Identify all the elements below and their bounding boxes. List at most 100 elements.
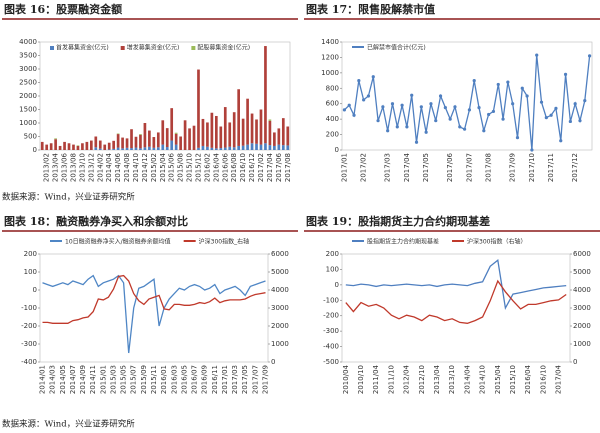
point bbox=[362, 98, 366, 102]
x-tick-label: 2015/11 bbox=[150, 365, 158, 394]
x-tick-label: 2015/10 bbox=[186, 153, 194, 182]
y-tick-label: 100 bbox=[24, 268, 37, 276]
point bbox=[390, 102, 395, 106]
x-tick-label: 2017/05 bbox=[422, 153, 430, 182]
legend-label: 配股募集资金(亿元) bbox=[197, 44, 250, 52]
x-tick-label: 2017/01 bbox=[340, 153, 348, 182]
x-tick-label: 2014/10 bbox=[479, 365, 487, 394]
bar bbox=[215, 148, 218, 150]
x-tick-label: 2017/06 bbox=[446, 152, 454, 182]
x-tick-label: 2015/03 bbox=[109, 365, 117, 394]
bar bbox=[40, 141, 44, 150]
y-tick-label: 2000 bbox=[19, 92, 37, 100]
y-tick-label: -400 bbox=[21, 358, 37, 366]
legend-label: 增发募集资金(亿元) bbox=[127, 44, 180, 52]
bar bbox=[121, 148, 124, 150]
y2-tick-label: 5000 bbox=[573, 268, 591, 276]
y2-tick-label: 6000 bbox=[573, 250, 591, 258]
line bbox=[345, 258, 567, 310]
point bbox=[491, 109, 496, 114]
point bbox=[539, 100, 544, 104]
x-tick-label: 2015/12 bbox=[194, 153, 202, 182]
bar bbox=[273, 145, 276, 150]
point bbox=[587, 54, 592, 58]
y-tick-label: 3500 bbox=[19, 52, 37, 60]
point bbox=[424, 130, 428, 134]
x-tick-label: 2017/09 bbox=[261, 365, 269, 394]
point bbox=[429, 102, 433, 106]
bar bbox=[174, 133, 178, 145]
y2-tick-label: 1000 bbox=[573, 340, 591, 348]
x-tick-label: 2017/04 bbox=[555, 364, 563, 394]
point bbox=[487, 112, 491, 117]
point bbox=[496, 82, 500, 87]
bar bbox=[197, 147, 200, 150]
line bbox=[42, 274, 266, 354]
legend-swatch bbox=[120, 46, 125, 50]
legend-swatch bbox=[50, 240, 62, 242]
x-tick-label: 2014/12 bbox=[141, 153, 149, 182]
legend-swatch bbox=[183, 240, 196, 242]
source-note: 数据来源：Wind，兴业证券研究所 bbox=[2, 192, 135, 203]
x-tick-label: 2015/05 bbox=[120, 365, 128, 394]
x-tick-label: 2017/09 bbox=[509, 153, 517, 182]
bar bbox=[250, 143, 254, 150]
x-tick-label: 2013/12 bbox=[87, 153, 95, 182]
x-tick-label: 2016/12 bbox=[248, 153, 256, 182]
bar bbox=[228, 146, 232, 150]
line bbox=[343, 55, 591, 151]
bar bbox=[255, 119, 258, 144]
line bbox=[345, 279, 567, 324]
x-tick-label: 2010/04 bbox=[342, 364, 350, 394]
y-tick-label: 0 bbox=[335, 146, 339, 154]
bar bbox=[90, 140, 93, 150]
bar bbox=[107, 142, 111, 150]
bar bbox=[210, 147, 214, 150]
chart-title: 图表 17：限售股解禁市值 bbox=[306, 2, 435, 16]
bar bbox=[139, 134, 142, 149]
legend-label: 沪深300指数（右轴） bbox=[467, 238, 526, 246]
x-tick-label: 2016/03 bbox=[170, 365, 178, 394]
x-tick-label: 2014/04 bbox=[463, 364, 471, 394]
bar bbox=[281, 145, 285, 150]
x-tick-label: 2014/08 bbox=[123, 153, 131, 182]
legend-label: 股指期货主力合约期现基差 bbox=[367, 238, 439, 246]
bar bbox=[286, 145, 290, 150]
legend-label: 10日融资融券净买入/融资融券余额均值 bbox=[65, 238, 171, 246]
bar bbox=[98, 140, 102, 149]
point bbox=[448, 117, 452, 121]
bar bbox=[116, 133, 120, 135]
point bbox=[371, 75, 375, 79]
bar bbox=[250, 113, 254, 144]
point bbox=[458, 125, 462, 129]
bar bbox=[161, 144, 165, 150]
y-tick-label: 500 bbox=[24, 133, 37, 141]
bar bbox=[246, 144, 249, 150]
bar bbox=[286, 126, 290, 146]
y2-tick-label: 3000 bbox=[573, 304, 591, 312]
bar bbox=[219, 126, 223, 149]
y2-tick-label: 1000 bbox=[271, 340, 289, 348]
bar bbox=[259, 109, 263, 145]
y2-tick-label: 0 bbox=[573, 358, 577, 366]
x-tick-label: 2017/07 bbox=[251, 365, 259, 394]
bar bbox=[94, 136, 98, 148]
bar bbox=[143, 123, 147, 148]
y2-tick-label: 4000 bbox=[573, 286, 591, 294]
y2-tick-label: 4000 bbox=[271, 286, 289, 294]
bar bbox=[170, 140, 174, 150]
point bbox=[410, 93, 414, 97]
bar bbox=[206, 146, 209, 150]
bar bbox=[112, 148, 115, 150]
x-tick-label: 2014/09 bbox=[79, 365, 87, 394]
x-tick-label: 2014/03 bbox=[49, 365, 57, 394]
y-tick-label: 2500 bbox=[19, 79, 37, 87]
bar bbox=[174, 132, 178, 134]
x-tick-label: 2017/08 bbox=[485, 153, 493, 182]
bar bbox=[148, 130, 151, 147]
bar bbox=[152, 137, 156, 148]
bar bbox=[112, 140, 115, 149]
x-tick-label: 2012/04 bbox=[403, 364, 411, 394]
legend-label: 首发募集资金(亿元) bbox=[56, 44, 109, 52]
legend-swatch bbox=[191, 46, 196, 50]
